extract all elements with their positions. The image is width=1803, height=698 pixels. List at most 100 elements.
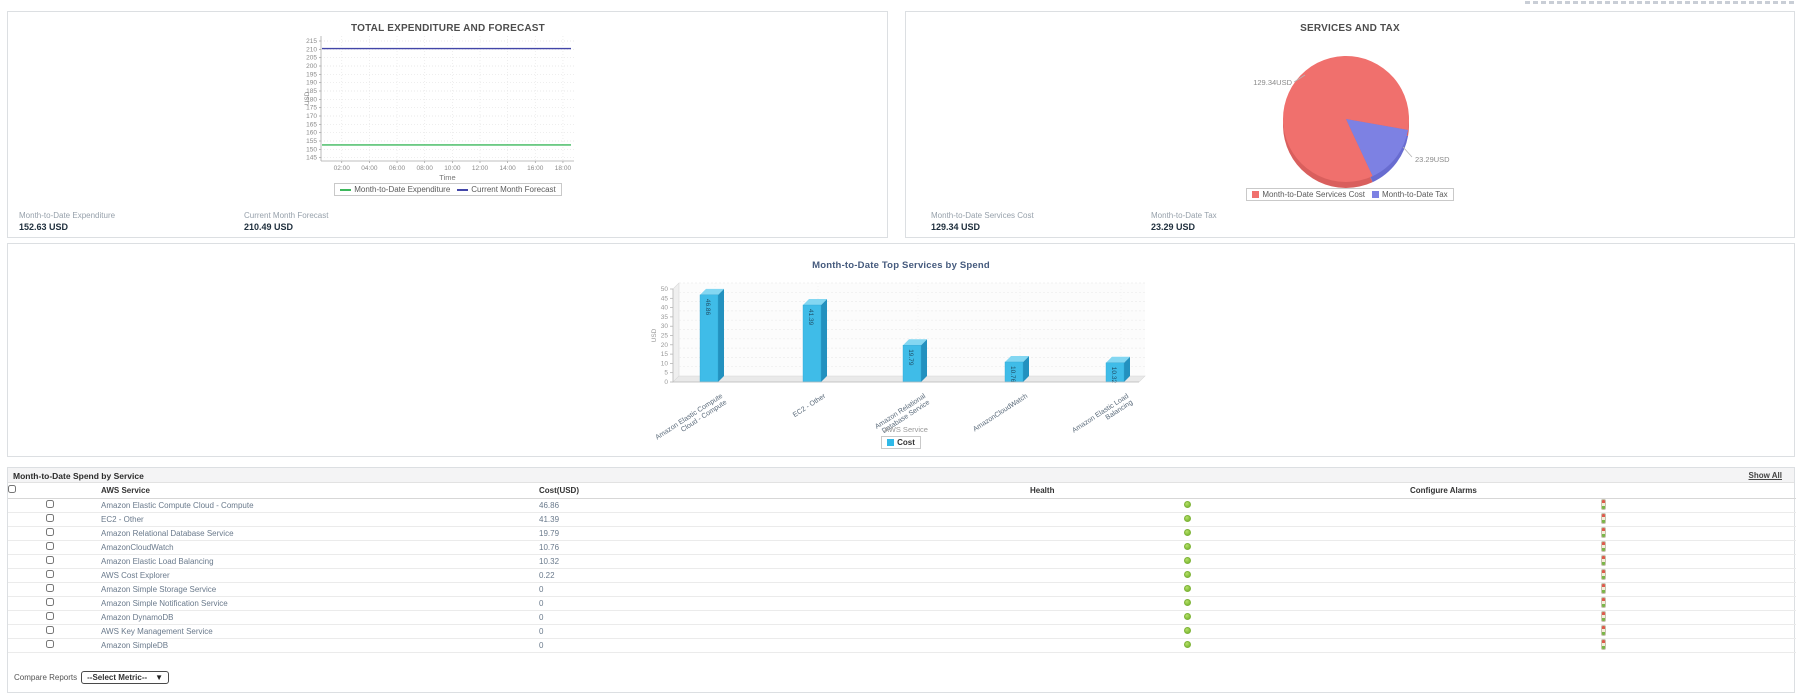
panel-total-expenditure: TOTAL EXPENDITURE AND FORECAST 02:00 04:0… [7,11,888,238]
svg-text:08:00: 08:00 [417,165,434,172]
stat-label: Current Month Forecast [244,211,329,220]
stat-mtd-expenditure: Month-to-Date Expenditure 152.63 USD [19,211,115,232]
row-checkbox[interactable] [46,626,54,634]
service-cost: 0 [530,596,1030,611]
table-row: Amazon Simple Storage Service 0 [8,582,1796,597]
cropped-text-fragment [1525,1,1797,4]
service-cost: 0 [530,610,1030,625]
row-checkbox[interactable] [46,640,54,648]
svg-text:12:00: 12:00 [472,165,489,172]
service-cost: 19.79 [530,526,1030,541]
stat-label: Month-to-Date Services Cost [931,211,1034,220]
metric-select[interactable]: --Select Metric-- ▼ [81,671,170,684]
service-name: Amazon SimpleDB [92,638,530,653]
health-ok-icon [1183,598,1191,606]
col-cost-usd: Cost(USD) [530,483,1030,499]
row-checkbox[interactable] [46,542,54,550]
service-cost: 0 [530,582,1030,597]
health-ok-icon [1183,626,1191,634]
svg-text:205: 205 [306,55,317,62]
svg-text:129.34USD: 129.34USD [1253,78,1292,87]
col-configure-alarms: Configure Alarms [1344,483,1796,499]
service-cost: 10.32 [530,554,1030,569]
svg-text:46.86: 46.86 [704,299,711,316]
row-checkbox[interactable] [46,598,54,606]
svg-text:30: 30 [661,323,669,330]
service-name: Amazon Relational Database Service [92,526,530,541]
table-row: Amazon Elastic Load Balancing 10.32 [8,554,1796,569]
svg-text:15: 15 [661,351,669,358]
cost-legend-label: Cost [897,438,915,447]
svg-text:160: 160 [306,130,317,137]
spend-by-service-table: AWS Service Cost(USD) Health Configure A… [8,483,1796,653]
svg-text:170: 170 [306,113,317,120]
select-all-checkbox[interactable] [8,485,16,494]
compare-reports-bar: Compare Reports --Select Metric-- ▼ [14,671,170,684]
svg-text:06:00: 06:00 [389,165,406,172]
svg-text:25: 25 [661,333,669,340]
svg-text:04:00: 04:00 [361,165,378,172]
service-name: Amazon Simple Notification Service [92,596,530,611]
expenditure-chart-title: TOTAL EXPENDITURE AND FORECAST [351,23,545,34]
table-row: Amazon Simple Notification Service 0 [8,596,1796,611]
configure-alarm-icon[interactable] [1600,596,1606,608]
configure-alarm-icon[interactable] [1600,526,1606,538]
configure-alarm-icon[interactable] [1600,638,1606,650]
configure-alarm-icon[interactable] [1600,582,1606,594]
configure-alarm-icon[interactable] [1600,498,1606,510]
service-name: AmazonCloudWatch [92,540,530,555]
svg-text:10: 10 [661,360,669,367]
table-row: Amazon Elastic Compute Cloud - Compute 46… [8,498,1796,513]
stat-current-month-forecast: Current Month Forecast 210.49 USD [244,211,328,232]
svg-text:10.76: 10.76 [1009,366,1016,383]
row-checkbox[interactable] [46,556,54,564]
svg-text:215: 215 [306,38,317,45]
svg-text:195: 195 [306,71,317,78]
svg-text:40: 40 [661,305,669,312]
svg-text:10:00: 10:00 [444,165,461,172]
configure-alarm-icon[interactable] [1600,554,1606,566]
row-checkbox[interactable] [46,584,54,592]
svg-text:145: 145 [306,155,317,162]
configure-alarm-icon[interactable] [1600,512,1606,524]
table-row: AWS Key Management Service 0 [8,624,1796,639]
health-ok-icon [1183,528,1191,536]
health-ok-icon [1183,612,1191,620]
configure-alarm-icon[interactable] [1600,624,1606,636]
expenditure-chart-legend: Month-to-Date Expenditure Current Month … [288,183,608,196]
service-name: AWS Cost Explorer [92,568,530,583]
service-name: Amazon DynamoDB [92,610,530,625]
configure-alarm-icon[interactable] [1600,540,1606,552]
col-aws-service: AWS Service [92,483,530,499]
svg-text:45: 45 [661,295,669,302]
service-cost: 46.86 [530,498,1030,513]
stat-value: 23.29 USD [1151,222,1196,232]
row-checkbox[interactable] [46,570,54,578]
cost-series-swatch [887,439,895,446]
forecast-series-swatch [457,188,469,191]
row-checkbox[interactable] [46,500,54,508]
svg-text:155: 155 [306,138,317,145]
table-section-header: Month-to-Date Spend by Service Show All [8,468,1794,483]
svg-text:USD: USD [304,91,311,105]
services-tax-pie-chart: 129.34USD 23.29USD [1253,56,1450,189]
row-checkbox[interactable] [46,528,54,536]
svg-text:18:00: 18:00 [555,165,572,172]
show-all-link[interactable]: Show All [1748,471,1782,480]
service-cost: 41.39 [530,512,1030,527]
svg-text:AWS Service: AWS Service [884,425,928,434]
table-row: Amazon SimpleDB 0 [8,638,1796,653]
svg-text:20: 20 [661,342,669,349]
stat-label: Month-to-Date Tax [1151,211,1217,220]
svg-text:180: 180 [306,96,317,103]
row-checkbox[interactable] [46,612,54,620]
table-header-row: AWS Service Cost(USD) Health Configure A… [8,483,1796,499]
row-checkbox[interactable] [46,514,54,522]
health-ok-icon [1183,570,1191,578]
svg-text:EC2 - Other: EC2 - Other [792,392,828,419]
configure-alarm-icon[interactable] [1600,610,1606,622]
table-row: Amazon Relational Database Service 19.79 [8,526,1796,541]
svg-text:185: 185 [306,88,317,95]
configure-alarm-icon[interactable] [1600,568,1606,580]
service-cost: 0 [530,638,1030,653]
